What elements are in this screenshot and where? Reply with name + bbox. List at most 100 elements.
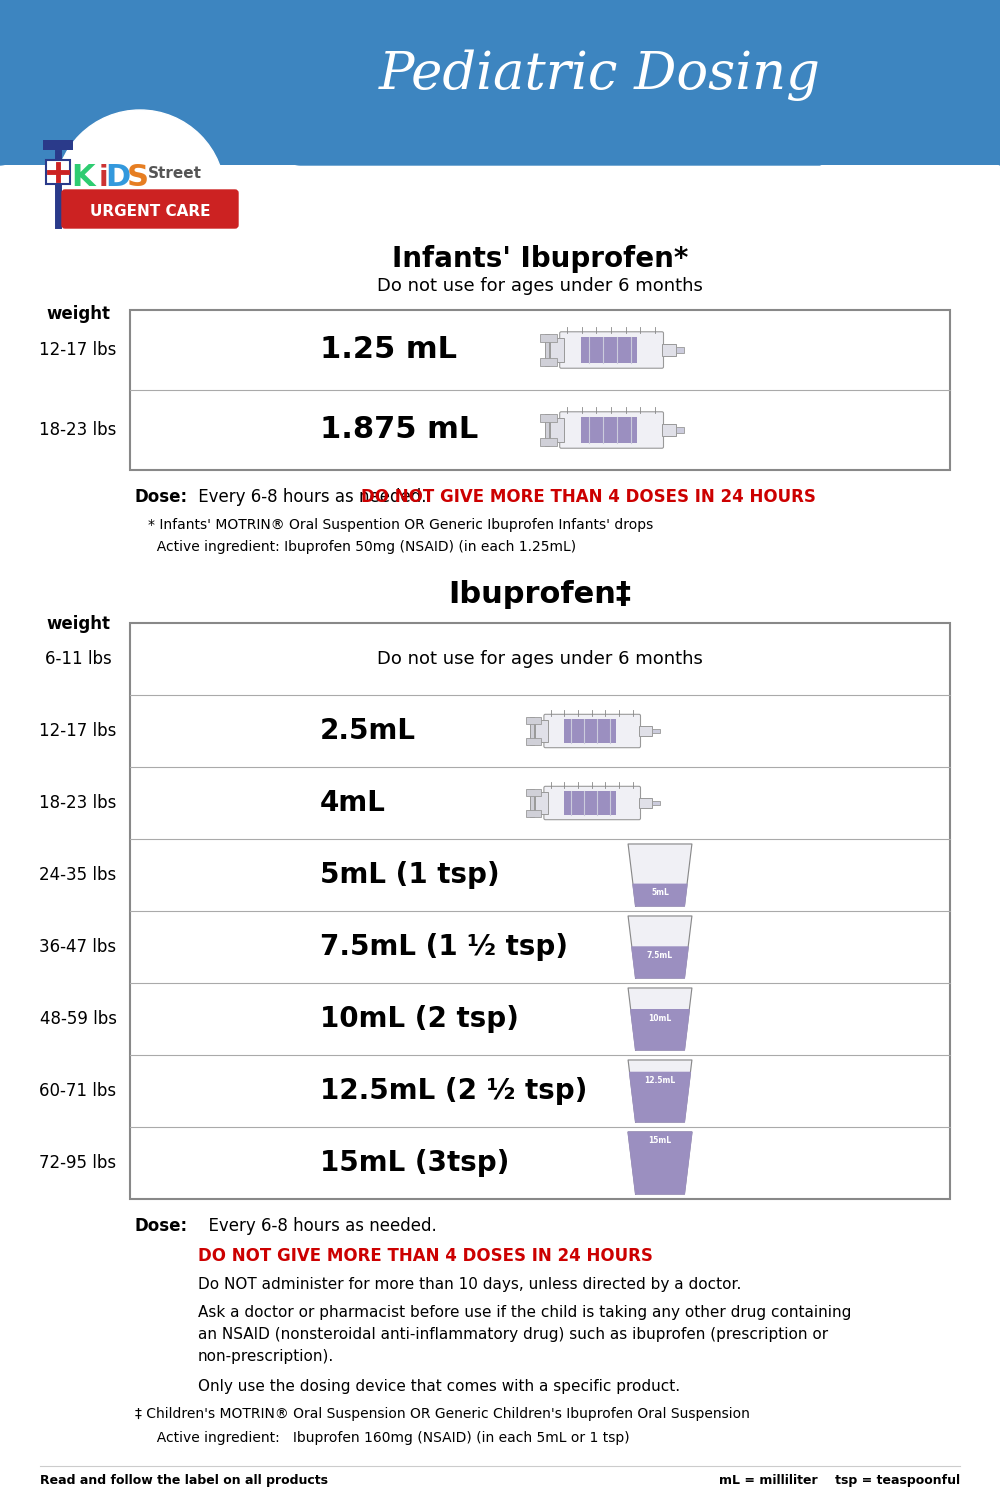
- Text: 24-35 lbs: 24-35 lbs: [39, 865, 117, 883]
- Bar: [530, 789, 534, 818]
- Text: Dose:: Dose:: [135, 488, 188, 506]
- Polygon shape: [628, 844, 692, 906]
- Text: K: K: [71, 164, 95, 192]
- Polygon shape: [628, 916, 692, 978]
- Text: 36-47 lbs: 36-47 lbs: [39, 938, 117, 956]
- Text: 18-23 lbs: 18-23 lbs: [39, 794, 117, 812]
- Text: Active ingredient: Ibuprofen 50mg (NSAID) (in each 1.25mL): Active ingredient: Ibuprofen 50mg (NSAID…: [148, 540, 576, 554]
- Bar: [564, 790, 616, 814]
- Text: Read and follow the label on all products: Read and follow the label on all product…: [40, 1474, 328, 1486]
- Text: 72-95 lbs: 72-95 lbs: [39, 1154, 117, 1172]
- Bar: [535, 792, 548, 814]
- Text: Do not use for ages under 6 months: Do not use for ages under 6 months: [377, 278, 703, 296]
- Text: 1.25 mL: 1.25 mL: [320, 336, 457, 364]
- Bar: [535, 720, 548, 742]
- Text: 60-71 lbs: 60-71 lbs: [39, 1082, 117, 1100]
- Text: i: i: [98, 164, 108, 192]
- Bar: [581, 417, 637, 442]
- Text: 15mL: 15mL: [648, 1136, 672, 1144]
- Bar: [550, 417, 564, 442]
- Bar: [526, 810, 541, 818]
- Bar: [662, 424, 676, 435]
- Bar: [652, 729, 660, 734]
- Bar: [540, 414, 557, 422]
- Text: Ask a doctor or pharmacist before use if the child is taking any other drug cont: Ask a doctor or pharmacist before use if…: [198, 1305, 851, 1320]
- Text: Only use the dosing device that comes with a specific product.: Only use the dosing device that comes wi…: [198, 1378, 680, 1394]
- Polygon shape: [628, 1060, 692, 1122]
- Bar: [676, 348, 684, 352]
- Bar: [676, 427, 684, 432]
- Bar: [46, 160, 70, 184]
- Text: 7.5mL: 7.5mL: [647, 951, 673, 960]
- Bar: [526, 717, 541, 724]
- Polygon shape: [628, 1132, 692, 1194]
- Text: 48-59 lbs: 48-59 lbs: [40, 1010, 116, 1028]
- Text: 1.875 mL: 1.875 mL: [320, 416, 478, 444]
- Text: Do not use for ages under 6 months: Do not use for ages under 6 months: [377, 650, 703, 668]
- Text: URGENT CARE: URGENT CARE: [90, 204, 210, 219]
- Text: 7.5mL (1 ½ tsp): 7.5mL (1 ½ tsp): [320, 933, 568, 962]
- Text: mL = milliliter    tsp = teaspoonful: mL = milliliter tsp = teaspoonful: [719, 1474, 960, 1486]
- Bar: [639, 726, 652, 736]
- Bar: [43, 140, 73, 150]
- Bar: [581, 338, 637, 363]
- Text: Active ingredient:   Ibuprofen 160mg (NSAID) (in each 5mL or 1 tsp): Active ingredient: Ibuprofen 160mg (NSAI…: [148, 1431, 630, 1444]
- Bar: [526, 738, 541, 746]
- Text: non-prescription).: non-prescription).: [198, 1348, 334, 1364]
- Text: Pediatric Dosing: Pediatric Dosing: [379, 50, 821, 100]
- Text: 4mL: 4mL: [320, 789, 386, 818]
- Text: 10mL: 10mL: [648, 1014, 672, 1023]
- Polygon shape: [630, 1072, 690, 1122]
- Bar: [130, 622, 950, 1198]
- Text: Dose:: Dose:: [135, 1216, 188, 1234]
- Text: weight: weight: [46, 304, 110, 322]
- Text: Infants' Ibuprofen*: Infants' Ibuprofen*: [392, 244, 688, 273]
- Bar: [652, 801, 660, 806]
- Bar: [540, 334, 557, 342]
- Text: ‡ Children's MOTRIN® Oral Suspension OR Generic Children's Ibuprofen Oral Suspen: ‡ Children's MOTRIN® Oral Suspension OR …: [135, 1407, 750, 1420]
- FancyBboxPatch shape: [544, 786, 640, 819]
- Polygon shape: [628, 988, 692, 1050]
- Bar: [545, 414, 549, 446]
- Bar: [639, 798, 652, 808]
- Text: DO NOT GIVE MORE THAN 4 DOSES IN 24 HOURS: DO NOT GIVE MORE THAN 4 DOSES IN 24 HOUR…: [361, 488, 816, 506]
- Text: 10mL (2 tsp): 10mL (2 tsp): [320, 1005, 519, 1034]
- Bar: [540, 358, 557, 366]
- Bar: [540, 438, 557, 446]
- Text: Ibuprofen‡: Ibuprofen‡: [448, 580, 632, 609]
- Text: 6-11 lbs: 6-11 lbs: [45, 650, 111, 668]
- Text: Every 6-8 hours as needed.: Every 6-8 hours as needed.: [198, 1216, 437, 1234]
- Text: weight: weight: [46, 615, 110, 633]
- Bar: [526, 789, 541, 796]
- Text: Street: Street: [148, 165, 202, 180]
- Text: D: D: [105, 164, 131, 192]
- FancyBboxPatch shape: [62, 190, 238, 228]
- Bar: [0, 0, 1000, 165]
- Text: Do NOT administer for more than 10 days, unless directed by a doctor.: Do NOT administer for more than 10 days,…: [198, 1276, 741, 1292]
- Bar: [564, 718, 616, 742]
- Circle shape: [55, 110, 225, 280]
- Polygon shape: [628, 1132, 692, 1194]
- FancyBboxPatch shape: [544, 714, 640, 747]
- Bar: [662, 345, 676, 355]
- Text: 12.5mL (2 ½ tsp): 12.5mL (2 ½ tsp): [320, 1077, 587, 1106]
- Polygon shape: [631, 1010, 689, 1050]
- Bar: [530, 717, 534, 746]
- Text: 12-17 lbs: 12-17 lbs: [39, 340, 117, 358]
- Text: S: S: [127, 164, 149, 192]
- Text: 2.5mL: 2.5mL: [320, 717, 416, 746]
- Text: DO NOT GIVE MORE THAN 4 DOSES IN 24 HOURS: DO NOT GIVE MORE THAN 4 DOSES IN 24 HOUR…: [198, 1246, 653, 1264]
- Bar: [130, 310, 950, 470]
- FancyBboxPatch shape: [560, 413, 664, 448]
- Text: Every 6-8 hours as needed.: Every 6-8 hours as needed.: [193, 488, 432, 506]
- Text: 18-23 lbs: 18-23 lbs: [39, 422, 117, 440]
- Polygon shape: [633, 885, 687, 906]
- Polygon shape: [632, 946, 688, 978]
- Text: 5mL: 5mL: [651, 888, 669, 897]
- Text: 5mL (1 tsp): 5mL (1 tsp): [320, 861, 500, 889]
- Text: 12.5mL: 12.5mL: [644, 1077, 676, 1086]
- FancyBboxPatch shape: [560, 332, 664, 368]
- Bar: [545, 334, 549, 366]
- Text: * Infants' MOTRIN® Oral Suspention OR Generic Ibuprofen Infants' drops: * Infants' MOTRIN® Oral Suspention OR Ge…: [148, 518, 653, 532]
- Bar: [550, 338, 564, 363]
